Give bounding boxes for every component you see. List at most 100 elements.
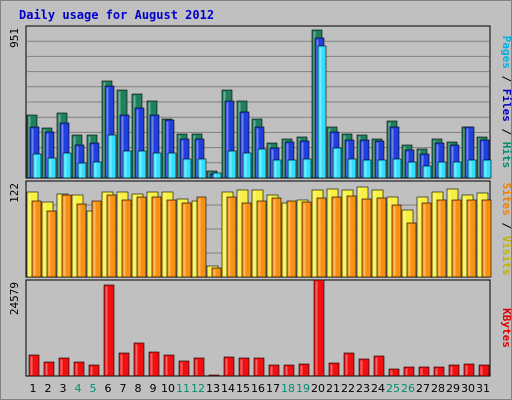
- bar-highlight: [418, 198, 421, 276]
- bar-kbytes-kbytes-day-28: [433, 366, 445, 377]
- bar-highlight: [226, 102, 229, 177]
- bar-hits-pages-day-10: [167, 152, 177, 179]
- bar-highlight: [78, 205, 81, 276]
- bar-highlight: [348, 197, 351, 276]
- x-tick-label-day-14: 14: [221, 382, 235, 395]
- bar-highlight: [388, 198, 391, 276]
- bar-kbytes-kbytes-day-20: [313, 279, 325, 377]
- bar-highlight: [103, 193, 106, 276]
- bar-hits-pages-day-23: [362, 159, 372, 179]
- bar-highlight: [453, 201, 456, 276]
- panel-visits-legend: Sites / Visits: [500, 183, 512, 276]
- bar-hits-pages-day-25: [392, 158, 402, 179]
- bar-highlight: [120, 354, 123, 375]
- bar-highlight: [28, 116, 31, 177]
- bar-kbytes-kbytes-day-6: [103, 284, 115, 377]
- bar-highlight: [163, 120, 166, 177]
- panel-kbytes: 24579 KBytes: [8, 279, 512, 377]
- bar-highlight: [424, 167, 427, 177]
- bar-kbytes-kbytes-day-25: [388, 368, 400, 377]
- bar-highlight: [180, 362, 183, 375]
- bar-highlight: [34, 155, 37, 177]
- bar-highlight: [64, 154, 67, 177]
- bar-kbytes-kbytes-day-23: [358, 358, 370, 377]
- bar-highlight: [178, 135, 181, 177]
- bar-highlight: [406, 151, 409, 177]
- x-tick-label-day-30: 30: [461, 382, 475, 395]
- bar-highlight: [343, 135, 346, 177]
- bar-kbytes-kbytes-day-16: [253, 357, 265, 377]
- x-tick-label-day-22: 22: [341, 382, 355, 395]
- x-tick-label-day-17: 17: [266, 382, 280, 395]
- bar-kbytes-kbytes-day-17: [268, 364, 280, 377]
- bar-highlight: [238, 102, 241, 177]
- bar-highlight: [28, 193, 31, 276]
- bar-highlight: [283, 204, 286, 276]
- bar-highlight: [43, 203, 46, 276]
- bar-highlight: [229, 152, 232, 177]
- bar-highlight: [313, 191, 316, 276]
- bar-hits-pages-day-3: [62, 152, 72, 179]
- bar-visits-sites-day-15: [241, 202, 252, 278]
- bar-kbytes-kbytes-day-29: [448, 364, 460, 377]
- bar-highlight: [478, 194, 481, 276]
- x-tick-label-day-7: 7: [120, 382, 127, 395]
- bar-kbytes-kbytes-day-14: [223, 356, 235, 377]
- bar-highlight: [31, 128, 34, 177]
- bar-highlight: [163, 193, 166, 276]
- bar-hits-pages-day-9: [152, 152, 162, 179]
- bar-visits-sites-day-5: [91, 200, 102, 278]
- bar-highlight: [450, 366, 453, 375]
- bar-highlight: [463, 128, 466, 177]
- bar-hits-pages-day-29: [452, 161, 462, 179]
- bar-highlight: [223, 193, 226, 276]
- bar-highlight: [73, 196, 76, 276]
- bar-highlight: [433, 140, 436, 177]
- bar-highlight: [478, 138, 481, 177]
- bar-highlight: [208, 172, 211, 177]
- bar-highlight: [468, 201, 471, 276]
- bar-visits-sites-day-12: [196, 196, 207, 278]
- bar-highlight: [418, 150, 421, 177]
- panel-kbytes-y-max-label: 24579: [8, 282, 21, 315]
- bar-kbytes-kbytes-day-27: [418, 366, 430, 377]
- bar-highlight: [184, 160, 187, 177]
- bar-highlight: [33, 202, 36, 276]
- bar-highlight: [328, 128, 331, 177]
- bar-highlight: [178, 200, 181, 276]
- x-tick-label-day-13: 13: [206, 382, 220, 395]
- bar-highlight: [241, 113, 244, 177]
- bar-hits-pages-day-14: [227, 150, 237, 179]
- bar-highlight: [49, 159, 52, 177]
- legend-part-0: KBytes: [500, 308, 512, 348]
- bar-highlight: [378, 199, 381, 276]
- bar-highlight: [436, 144, 439, 177]
- bar-kbytes-kbytes-day-11: [178, 360, 190, 377]
- bar-visits-sites-day-17: [271, 197, 282, 278]
- bar-highlight: [288, 202, 291, 276]
- bar-highlight: [363, 200, 366, 276]
- bar-highlight: [166, 121, 169, 177]
- bar-highlight: [373, 191, 376, 276]
- x-tick-label-day-4: 4: [75, 382, 82, 395]
- bar-visits-sites-day-3: [61, 194, 72, 278]
- bar-highlight: [328, 190, 331, 276]
- bar-highlight: [133, 195, 136, 276]
- bar-highlight: [394, 160, 397, 177]
- bar-highlight: [73, 136, 76, 177]
- bar-highlight: [61, 124, 64, 177]
- bar-highlight: [433, 193, 436, 276]
- bar-visits-sites-day-4: [76, 203, 87, 278]
- bar-hits-pages-day-4: [77, 162, 87, 179]
- bar-visits-sites-day-20: [316, 197, 327, 278]
- legend-part-1: /: [500, 216, 512, 236]
- bar-hits-pages-day-12: [197, 158, 207, 179]
- bar-hits-pages-day-8: [137, 150, 147, 179]
- bar-hits-pages-day-2: [47, 157, 57, 179]
- bar-kbytes-kbytes-day-7: [118, 352, 130, 377]
- x-tick-label-day-27: 27: [416, 382, 430, 395]
- bar-visits-sites-day-29: [451, 199, 462, 278]
- bar-highlight: [193, 135, 196, 177]
- x-tick-label-day-25: 25: [386, 382, 400, 395]
- legend-part-0: Sites: [500, 183, 512, 216]
